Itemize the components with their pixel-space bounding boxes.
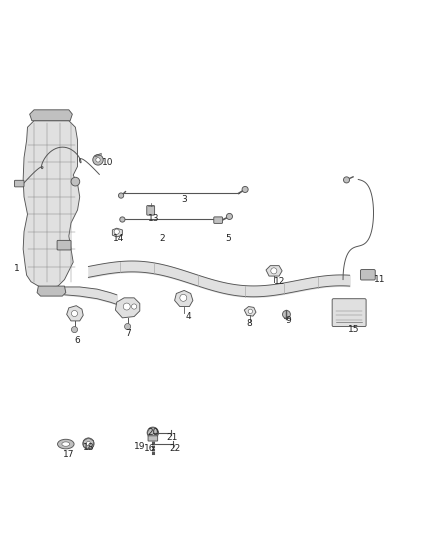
Circle shape [120,217,125,222]
Text: 2: 2 [159,233,165,243]
FancyBboxPatch shape [214,217,223,223]
Polygon shape [116,298,140,318]
Circle shape [242,187,248,192]
Polygon shape [67,305,83,321]
Polygon shape [113,228,122,237]
Circle shape [86,441,91,446]
Circle shape [343,177,350,183]
Circle shape [123,303,130,310]
Polygon shape [37,286,66,296]
Circle shape [114,229,119,235]
Circle shape [71,177,80,186]
Text: 22: 22 [170,444,181,453]
Circle shape [131,304,137,309]
FancyBboxPatch shape [148,436,158,441]
Circle shape [71,327,78,333]
Text: 3: 3 [181,195,187,204]
Text: 20: 20 [147,428,159,437]
FancyBboxPatch shape [360,270,375,280]
Circle shape [226,213,233,220]
Text: 5: 5 [225,233,230,243]
Polygon shape [30,110,72,120]
FancyBboxPatch shape [332,298,366,327]
Text: 6: 6 [74,336,81,345]
Text: 9: 9 [286,317,292,326]
Polygon shape [244,306,256,316]
Polygon shape [23,120,80,288]
Circle shape [283,310,290,318]
Ellipse shape [57,439,74,449]
Circle shape [147,427,159,439]
Text: 7: 7 [125,329,131,338]
Circle shape [271,268,277,274]
Text: 18: 18 [83,442,94,451]
Circle shape [248,309,253,313]
FancyBboxPatch shape [147,206,155,215]
Circle shape [96,158,100,162]
Text: 14: 14 [113,233,124,243]
FancyBboxPatch shape [57,240,71,250]
Circle shape [83,438,94,449]
Circle shape [71,310,78,317]
Text: 17: 17 [63,450,74,459]
Text: 12: 12 [274,277,286,286]
Polygon shape [266,265,282,276]
Text: 13: 13 [148,214,159,223]
Text: 1: 1 [14,264,20,273]
Text: 11: 11 [374,275,386,284]
Circle shape [93,155,103,165]
Text: 16: 16 [144,444,155,453]
Circle shape [124,324,131,329]
Polygon shape [175,290,193,306]
Circle shape [180,294,187,301]
Circle shape [118,193,124,198]
Text: 4: 4 [186,312,191,321]
Text: 15: 15 [348,325,360,334]
FancyBboxPatch shape [14,180,24,187]
Text: 19: 19 [134,442,145,451]
Text: 8: 8 [247,319,252,328]
Ellipse shape [62,442,70,446]
Text: 21: 21 [167,433,178,442]
Text: 10: 10 [102,158,114,166]
